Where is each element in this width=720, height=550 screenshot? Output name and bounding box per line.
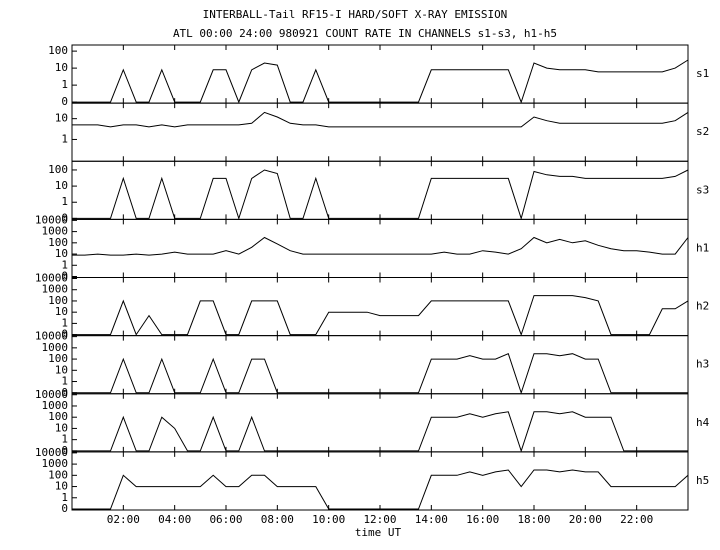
y-tick-label: 1000 — [42, 283, 69, 296]
y-tick-label: 100 — [48, 410, 68, 423]
y-tick-label: 1 — [61, 195, 68, 208]
y-tick-label: 0 — [61, 386, 68, 399]
chart-title: INTERBALL-Tail RF15-I HARD/SOFT X-RAY EM… — [203, 8, 508, 21]
y-tick-label: 100 — [48, 163, 68, 176]
x-tick-label: 08:00 — [261, 513, 294, 526]
x-tick-label: 04:00 — [158, 513, 191, 526]
y-tick-label: 10000 — [35, 388, 68, 401]
y-tick-label: 100 — [48, 294, 68, 307]
y-tick-label: 10 — [55, 305, 68, 318]
x-tick-label: 02:00 — [107, 513, 140, 526]
y-tick-label: 10 — [55, 247, 68, 260]
y-tick-label: 1000 — [42, 457, 69, 470]
x-tick-label: 18:00 — [517, 513, 550, 526]
y-tick-label: 10 — [55, 363, 68, 376]
y-tick-label: 10 — [55, 112, 68, 125]
panel-label: s3 — [696, 183, 709, 196]
y-tick-label: 100 — [48, 44, 68, 57]
y-tick-label: 1 — [61, 258, 68, 271]
y-tick-label: 100 — [48, 236, 68, 249]
data-line — [72, 169, 689, 221]
y-tick-label: 10 — [55, 421, 68, 434]
x-tick-label: 06:00 — [209, 513, 242, 526]
panel-label: h4 — [696, 416, 710, 429]
y-tick-label: 1 — [61, 491, 68, 504]
panel-label: h2 — [696, 300, 709, 313]
x-tick-label: 22:00 — [620, 513, 653, 526]
data-line — [72, 59, 689, 104]
panel-label: s2 — [696, 125, 709, 138]
y-tick-label: 1 — [61, 78, 68, 91]
y-tick-label: 1000 — [42, 399, 69, 412]
y-tick-label: 100 — [48, 352, 68, 365]
x-tick-label: 14:00 — [415, 513, 448, 526]
panel-label: s1 — [696, 67, 709, 80]
y-tick-label: 10000 — [35, 213, 68, 226]
data-line — [72, 295, 689, 337]
y-tick-label: 0 — [61, 270, 68, 283]
y-tick-label: 10000 — [35, 330, 68, 343]
y-tick-label: 1000 — [42, 341, 69, 354]
panel-frame — [71, 451, 689, 511]
y-tick-label: 10000 — [35, 272, 68, 285]
data-line — [72, 111, 689, 128]
y-tick-label: 0 — [61, 502, 68, 515]
data-line — [72, 469, 689, 510]
x-tick-label: 20:00 — [569, 513, 602, 526]
y-tick-label: 0 — [61, 444, 68, 457]
y-tick-label: 1 — [61, 433, 68, 446]
y-tick-label: 1000 — [42, 225, 69, 238]
panel-frame — [71, 44, 689, 104]
y-tick-label: 10000 — [35, 446, 68, 459]
panel-frame — [71, 218, 689, 278]
x-tick-label: 16:00 — [466, 513, 499, 526]
panel-frame — [71, 102, 689, 162]
y-tick-label: 0 — [61, 95, 68, 108]
y-tick-label: 100 — [48, 468, 68, 481]
y-tick-label: 1 — [61, 375, 68, 388]
panel-frame — [71, 277, 689, 337]
y-tick-label: 10 — [55, 61, 68, 74]
x-axis-label: time UT — [355, 526, 402, 539]
y-tick-label: 10 — [55, 480, 68, 493]
panel-frame — [71, 160, 689, 220]
y-tick-label: 10 — [55, 179, 68, 192]
x-tick-label: 12:00 — [363, 513, 396, 526]
x-tick-label: 10:00 — [312, 513, 345, 526]
y-tick-label: 1 — [61, 316, 68, 329]
data-line — [72, 353, 688, 395]
data-line — [72, 236, 689, 256]
panel-label: h5 — [696, 474, 709, 487]
chart-subtitle: ATL 00:00 24:00 980921 COUNT RATE IN CHA… — [173, 27, 557, 40]
panel-label: h1 — [696, 241, 709, 254]
y-tick-label: 0 — [61, 328, 68, 341]
panel-frame — [71, 393, 689, 453]
data-line — [72, 411, 688, 453]
y-tick-label: 0 — [61, 211, 68, 224]
panel-label: h3 — [696, 358, 709, 371]
y-tick-label: 1 — [61, 132, 68, 145]
